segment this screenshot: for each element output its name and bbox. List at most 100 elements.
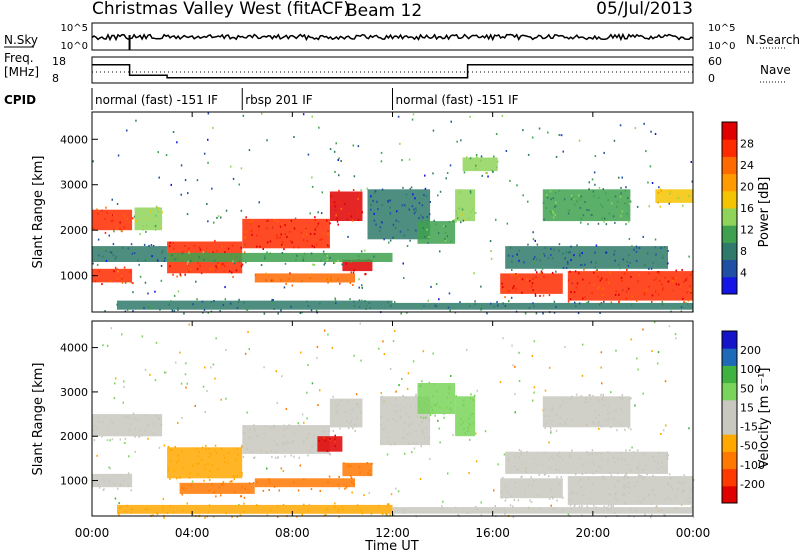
echo-speck — [330, 276, 332, 279]
scatter-speck — [323, 329, 326, 332]
scatter-speck — [203, 479, 205, 482]
scatter-speck — [412, 360, 415, 363]
echo-speck — [580, 264, 582, 267]
echo-speck — [106, 211, 108, 214]
x-tick-label: 00:00 — [676, 526, 711, 540]
echo-speck — [212, 262, 215, 265]
echo-speck — [577, 312, 580, 315]
echo-speck — [622, 258, 624, 261]
echo-speck — [364, 273, 366, 276]
scatter-speck — [240, 209, 243, 212]
echo-speck — [215, 265, 217, 268]
echo-speck — [189, 268, 192, 271]
echo-speck — [241, 472, 243, 475]
echo-speck — [420, 445, 422, 448]
echo-speck — [111, 421, 114, 424]
echo-speck — [293, 455, 295, 458]
echo-speck — [389, 212, 392, 215]
echo-speck — [514, 455, 517, 458]
echo-speck — [616, 429, 618, 432]
echo-speck — [493, 305, 495, 308]
echo-speck — [120, 275, 123, 278]
echo-speck — [602, 294, 604, 297]
echo-speck — [311, 244, 313, 247]
echo-speck — [593, 463, 595, 466]
echo-speck — [335, 411, 337, 414]
echo-speck — [387, 440, 389, 443]
scatter-speck — [555, 270, 557, 273]
echo-speck — [428, 419, 431, 422]
echo-speck — [584, 296, 586, 299]
echo-speck — [404, 396, 406, 399]
scatter-speck — [204, 366, 206, 369]
colorbar-tick-label: 200 — [740, 344, 761, 357]
echo-speck — [688, 497, 691, 500]
echo-speck — [200, 272, 203, 275]
echo-speck — [115, 255, 118, 258]
echo-speck — [186, 502, 188, 505]
echo-speck — [583, 246, 585, 249]
echo-speck — [562, 401, 565, 403]
echo-speck — [289, 272, 291, 275]
echo-speck — [197, 262, 199, 265]
echo-speck — [638, 247, 640, 249]
echo-speck — [251, 233, 253, 236]
scatter-speck — [403, 452, 406, 455]
echo-speck — [349, 422, 351, 425]
echo-speck — [462, 219, 465, 222]
echo-speck — [505, 485, 507, 488]
echo-speck — [580, 395, 583, 398]
echo-speck — [628, 254, 630, 256]
echo-speck — [196, 462, 198, 465]
echo-speck — [550, 430, 552, 432]
echo-speck — [337, 200, 340, 203]
echo-speck — [312, 263, 314, 266]
echo-speck — [654, 246, 657, 249]
echo-speck — [281, 244, 283, 246]
echo-speck — [675, 269, 677, 272]
echo-speck — [303, 252, 306, 255]
echo-speck — [576, 244, 578, 247]
scatter-speck — [309, 212, 311, 215]
echo-speck — [543, 218, 545, 221]
echo-speck — [283, 428, 285, 431]
echo-speck — [628, 220, 630, 223]
echo-speck — [573, 291, 576, 294]
scatter-speck — [147, 437, 149, 440]
echo-speck — [660, 494, 662, 497]
echo-speck — [368, 302, 371, 304]
echo-speck — [121, 277, 123, 280]
echo-speck — [334, 445, 336, 448]
echo-speck — [526, 278, 529, 281]
echo-speck — [564, 422, 567, 425]
echo-speck — [112, 214, 115, 217]
echo-speck — [128, 416, 130, 419]
colorbar-frame — [721, 330, 738, 504]
echo-speck — [156, 511, 158, 514]
scatter-speck — [207, 311, 209, 314]
scatter-speck — [664, 380, 667, 383]
scatter-speck — [625, 186, 627, 189]
echo-speck — [356, 417, 358, 419]
scatter-speck — [550, 504, 552, 507]
scatter-speck — [321, 191, 323, 194]
echo-speck — [222, 482, 224, 485]
echo-speck — [162, 508, 164, 511]
echo-speck — [524, 492, 526, 495]
echo-speck — [114, 257, 117, 260]
power-features — [92, 155, 694, 315]
scatter-speck — [293, 136, 295, 138]
scatter-speck — [163, 371, 166, 374]
echo-speck — [372, 200, 374, 202]
echo-speck — [130, 511, 132, 514]
colorbar-segment — [722, 399, 737, 418]
echo-speck — [602, 287, 604, 290]
echo-speck — [215, 451, 218, 454]
echo-speck — [409, 188, 411, 191]
cpid-segment-label: rbsp 201 IF — [245, 93, 312, 107]
echo-speck — [148, 424, 150, 427]
colorbar-tick-label: 50 — [740, 382, 754, 395]
echo-speck — [426, 215, 429, 218]
echo-speck — [389, 514, 391, 517]
echo-speck — [366, 462, 369, 465]
